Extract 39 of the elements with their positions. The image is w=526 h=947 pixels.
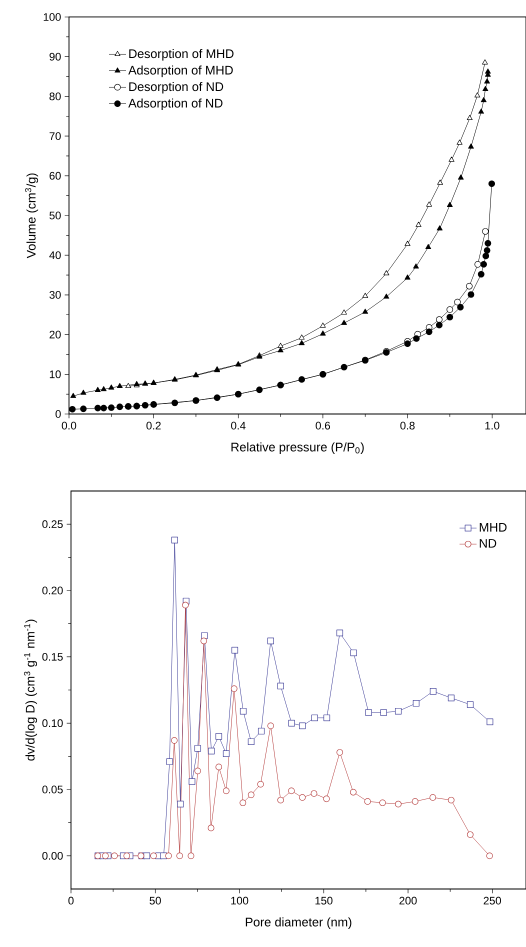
x-tick-label: 0.6: [316, 422, 330, 430]
x-tick-label: 100: [231, 896, 248, 905]
y-tick-label: 60: [50, 172, 61, 180]
y-axis-title: Volume (cm$^{3}$/g): [25, 173, 38, 258]
x-tick-label: 0: [68, 896, 74, 905]
y-axis-title: dv/d(log D) (cm$^{3}$ g$^{-1}$ nm$^{-1}$): [24, 620, 38, 761]
y-tick-label: 0.10: [42, 719, 63, 728]
x-axis-title: Relative pressure (P/P$_{0}$): [231, 442, 364, 454]
legend-label: MHD: [480, 523, 507, 532]
y-tick-label: 0.00: [42, 852, 63, 860]
y-tick-label: 20: [50, 330, 61, 338]
x-tick-label: 0.2: [146, 422, 161, 430]
y-tick-label: 0: [56, 410, 61, 418]
x-tick-label: 0.0: [62, 422, 76, 430]
legend-label: Desorption of MHD: [129, 48, 234, 61]
y-tick-label: 0.15: [42, 652, 63, 661]
legend-label: Desorption of ND: [129, 82, 224, 94]
y-tick-label: 10: [50, 370, 61, 378]
legend-label: ND: [480, 539, 496, 548]
y-tick-label: 0.25: [42, 520, 63, 528]
x-tick-label: 200: [399, 896, 417, 905]
x-tick-label: 0.4: [231, 422, 246, 430]
y-tick-label: 50: [49, 212, 61, 220]
legend-label: Adsorption of MHD: [128, 65, 233, 78]
y-tick-label: 90: [50, 52, 61, 61]
legend-label: Adsorption of ND: [128, 98, 222, 110]
x-tick-label: 50: [150, 896, 161, 905]
x-tick-label: 150: [315, 896, 332, 905]
x-axis-title: Pore diameter (nm): [246, 917, 352, 929]
y-tick-label: 0.20: [42, 586, 63, 594]
x-tick-label: 250: [484, 896, 501, 905]
y-tick-label: 40: [49, 251, 61, 260]
x-tick-label: 0.8: [400, 422, 415, 430]
x-tick-label: 1.0: [485, 422, 500, 430]
y-tick-label: 30: [49, 291, 61, 299]
y-tick-label: 100: [44, 13, 61, 21]
y-tick-label: 80: [50, 92, 61, 100]
y-tick-label: 70: [50, 132, 61, 140]
y-tick-label: 0.05: [42, 786, 63, 794]
